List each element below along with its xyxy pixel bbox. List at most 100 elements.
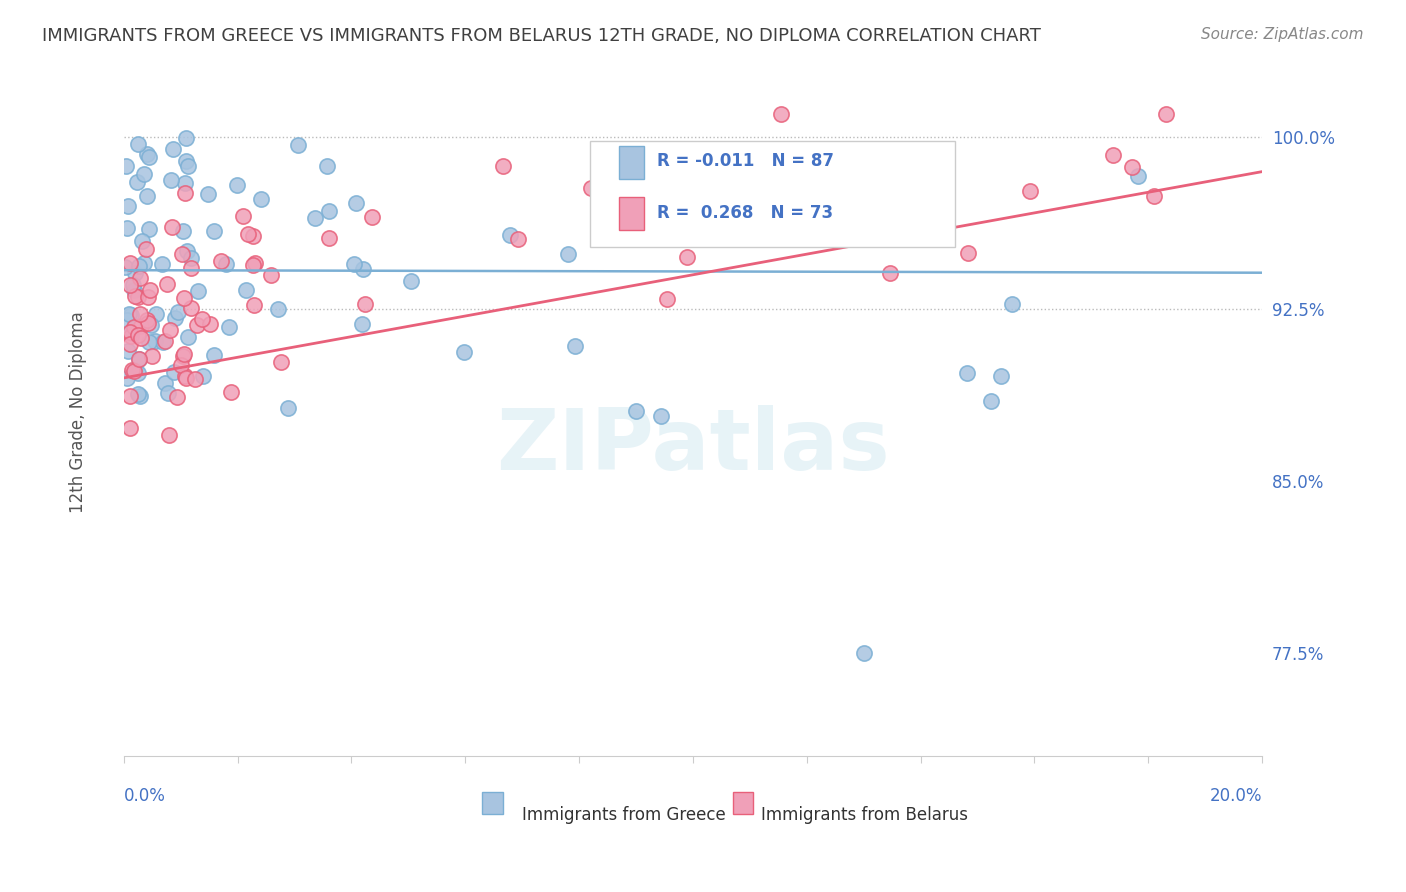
Point [957,245,980,260]
Point [1102,147,1125,161]
Point [122,283,145,297]
Point [557,247,579,261]
Point [187,284,209,298]
Text: 0.0%: 0.0% [124,787,166,805]
Text: 20.0%: 20.0% [1209,787,1263,805]
FancyBboxPatch shape [591,141,955,247]
Point [508,232,530,246]
Point [761,214,783,228]
Point [163,365,186,379]
Point [174,368,197,383]
Point [118,389,141,403]
Point [304,211,326,225]
Point [832,199,855,213]
Point [852,646,875,660]
Point [198,317,221,331]
Point [266,302,288,317]
Point [153,334,176,348]
Point [160,219,183,234]
Point [155,376,177,391]
Point [127,136,149,151]
Point [232,209,254,223]
Point [127,328,149,343]
Point [173,186,195,200]
Point [1126,169,1149,184]
Point [316,159,339,173]
Point [1154,107,1177,121]
Point [120,326,142,341]
Point [197,187,219,202]
Point [270,355,292,369]
Point [176,244,198,258]
Point [134,256,156,270]
Point [127,290,149,304]
Point [138,335,160,350]
Point [891,146,914,161]
Text: R =  0.268   N = 73: R = 0.268 N = 73 [657,204,832,222]
Point [174,371,197,385]
Point [1001,296,1024,310]
Point [135,242,157,256]
Point [121,278,143,293]
Point [676,250,699,264]
Point [243,255,266,269]
Point [1019,185,1042,199]
Point [579,180,602,194]
Point [352,262,374,277]
Point [141,349,163,363]
Point [260,268,283,282]
Point [399,274,422,288]
Point [124,363,146,377]
Point [173,292,195,306]
Point [120,329,142,343]
Point [221,385,243,400]
Point [318,203,340,218]
Point [980,394,1002,409]
Point [127,367,149,381]
Point [650,409,672,423]
Point [127,387,149,401]
Point [250,192,273,206]
Point [236,227,259,241]
Point [174,154,197,169]
Point [143,334,166,348]
Point [215,257,238,271]
Point [318,231,340,245]
Point [139,283,162,297]
Point [157,428,180,442]
Point [344,196,367,211]
Point [131,234,153,248]
Point [122,364,145,378]
Point [218,320,240,334]
Point [956,366,979,380]
Point [769,107,792,121]
Point [172,247,194,261]
Point [191,368,214,383]
Point [1143,189,1166,203]
Point [120,308,142,322]
Text: R = -0.011   N = 87: R = -0.011 N = 87 [657,153,834,170]
Point [242,228,264,243]
Point [152,257,174,271]
Point [180,251,202,265]
Point [166,390,188,404]
Point [125,175,148,189]
Point [180,261,202,276]
Point [138,150,160,164]
Point [177,159,200,173]
Point [277,401,299,415]
Point [162,142,184,156]
Point [242,258,264,272]
Point [152,334,174,349]
Point [773,175,796,189]
Point [118,308,141,322]
Point [118,256,141,270]
Point [183,371,205,385]
Point [136,313,159,327]
Point [136,290,159,304]
Point [564,339,586,353]
Point [177,330,200,344]
Point [128,260,150,274]
Point [235,283,257,297]
Point [128,351,150,366]
